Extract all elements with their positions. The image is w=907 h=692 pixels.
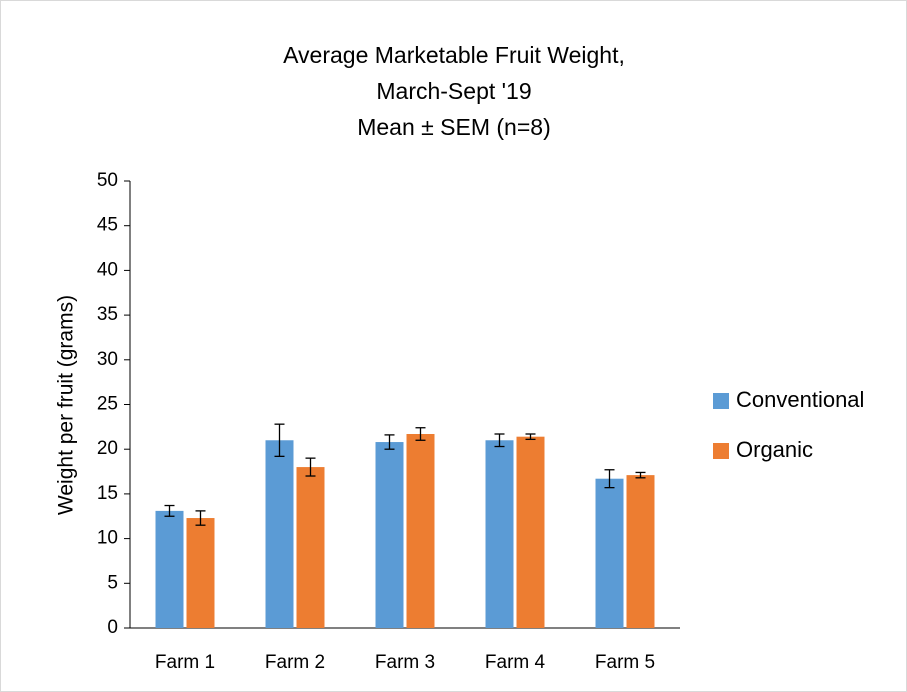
bar bbox=[595, 478, 624, 628]
legend-label: Organic bbox=[736, 437, 813, 462]
y-tick-label: 45 bbox=[97, 215, 118, 236]
x-tick-label: Farm 2 bbox=[265, 652, 325, 673]
x-tick-label: Farm 3 bbox=[375, 652, 435, 673]
y-axis-label: Weight per fruit (grams) bbox=[55, 295, 78, 515]
y-tick-label: 30 bbox=[97, 349, 118, 370]
x-tick-label: Farm 1 bbox=[155, 652, 215, 673]
chart-title: March-Sept '19 bbox=[376, 78, 531, 104]
y-tick-label: 0 bbox=[107, 617, 118, 638]
x-tick-label: Farm 5 bbox=[595, 652, 655, 673]
y-tick-label: 25 bbox=[97, 394, 118, 415]
y-tick-label: 20 bbox=[97, 438, 118, 459]
y-tick-label: 40 bbox=[97, 259, 118, 280]
chart-title: Average Marketable Fruit Weight, bbox=[283, 42, 625, 68]
y-tick-label: 15 bbox=[97, 483, 118, 504]
legend-label: Conventional bbox=[736, 387, 864, 412]
bar bbox=[485, 440, 514, 628]
bar bbox=[265, 440, 294, 628]
bar bbox=[406, 434, 435, 628]
legend-swatch bbox=[713, 393, 729, 409]
bar bbox=[626, 475, 655, 628]
bar bbox=[186, 518, 215, 628]
bar bbox=[375, 442, 404, 628]
y-tick-label: 50 bbox=[97, 170, 118, 191]
bar bbox=[155, 510, 184, 628]
y-tick-label: 10 bbox=[97, 528, 118, 549]
chart-title: Mean ± SEM (n=8) bbox=[357, 114, 551, 140]
bar bbox=[296, 467, 325, 628]
y-tick-label: 5 bbox=[107, 572, 118, 593]
bar bbox=[516, 436, 545, 628]
y-tick-label: 35 bbox=[97, 304, 118, 325]
legend-swatch bbox=[713, 443, 729, 459]
x-tick-label: Farm 4 bbox=[485, 652, 546, 673]
